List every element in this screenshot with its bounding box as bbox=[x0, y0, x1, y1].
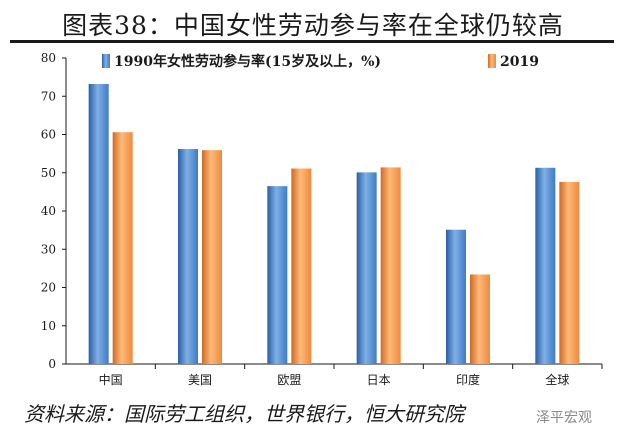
legend-swatch bbox=[488, 54, 496, 68]
y-tick-label: 80 bbox=[41, 51, 56, 65]
y-tick-label: 30 bbox=[41, 242, 56, 256]
legend-label: 2019 bbox=[500, 54, 539, 70]
x-tick-label: 欧盟 bbox=[277, 373, 301, 387]
x-tick-label: 印度 bbox=[456, 372, 480, 387]
bar-series2 bbox=[380, 167, 401, 364]
bar-series1 bbox=[356, 172, 377, 364]
x-tick-label: 美国 bbox=[188, 373, 212, 387]
legend-label: 1990年女性劳动参与率(15岁及以上，%) bbox=[114, 53, 381, 70]
x-tick-label: 全球 bbox=[545, 372, 569, 387]
bar-series1 bbox=[88, 84, 109, 364]
legend-swatch bbox=[102, 54, 110, 68]
y-tick-label: 20 bbox=[41, 281, 56, 295]
chart-legend: 1990年女性劳动参与率(15岁及以上，%) 2019 bbox=[102, 53, 539, 70]
x-tick-label: 中国 bbox=[99, 372, 123, 387]
source-note: 资料来源：国际劳工组织，世界银行，恒大研究院 bbox=[24, 402, 464, 426]
bar-chart: 0 10 20 30 40 50 60 70 80 中国 美国 欧盟 日本 印度 全球 1990年女性劳动参… bbox=[41, 51, 603, 387]
y-tick-label: 70 bbox=[41, 89, 56, 103]
chart-axes: 0 10 20 30 40 50 60 70 80 中国 美国 欧盟 日本 印度 全球 bbox=[41, 51, 603, 387]
bar-series2 bbox=[291, 168, 312, 364]
bar-series1 bbox=[178, 149, 198, 364]
title-underline bbox=[10, 40, 614, 43]
y-tick-label: 40 bbox=[41, 204, 56, 218]
y-tick-label: 10 bbox=[41, 319, 56, 333]
bar-series2 bbox=[202, 150, 222, 364]
bar-series2 bbox=[559, 181, 580, 364]
bar-series1 bbox=[267, 186, 288, 364]
chart-title: 图表38：中国女性劳动参与率在全球仍较高 bbox=[62, 11, 564, 40]
y-tick-label: 50 bbox=[41, 166, 56, 180]
watermark: 泽平宏观 bbox=[536, 410, 592, 426]
bar-series2 bbox=[470, 274, 490, 364]
y-tick-label: 60 bbox=[41, 128, 56, 142]
bar-series1 bbox=[535, 167, 556, 364]
bar-series2 bbox=[112, 132, 133, 364]
chart-bars bbox=[88, 84, 580, 364]
bar-series1 bbox=[446, 229, 466, 364]
y-tick-label: 0 bbox=[48, 357, 56, 371]
x-tick-label: 日本 bbox=[367, 373, 391, 387]
